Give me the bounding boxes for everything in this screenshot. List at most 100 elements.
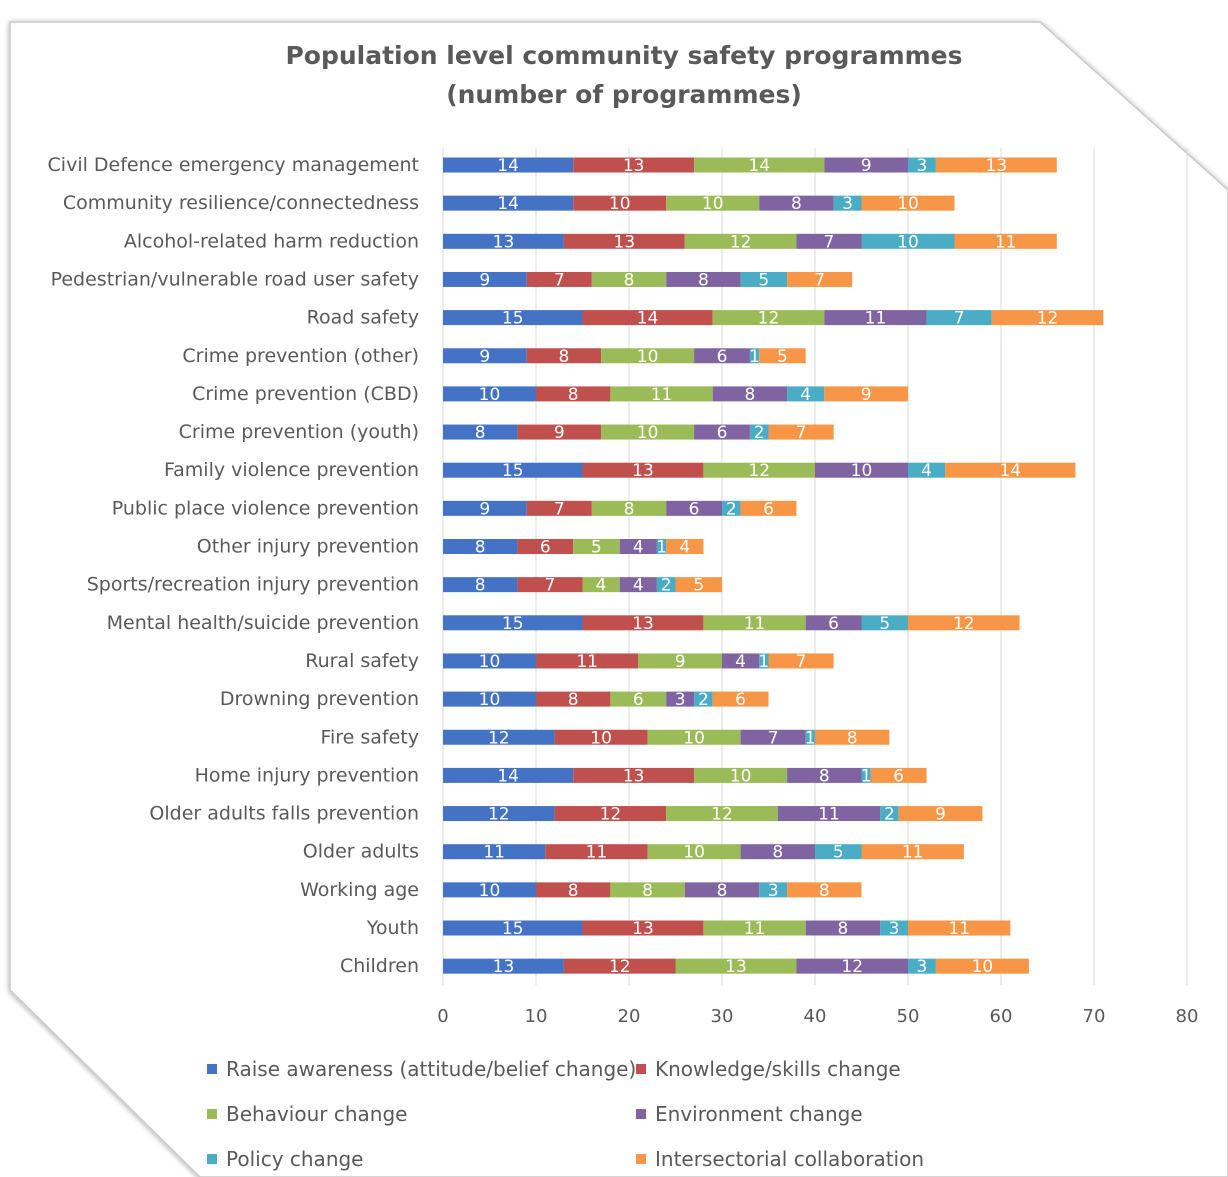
bar-segment (722, 500, 741, 516)
bar-value-label: 12 (748, 461, 770, 481)
category-label: Alcohol-related harm reduction (124, 230, 419, 252)
bar-value-label: 12 (758, 309, 780, 329)
bar-segment (684, 233, 797, 249)
bar-segment (740, 500, 797, 516)
bar-value-label: 11 (651, 385, 673, 405)
bar-segment (517, 539, 574, 554)
bar-segment (787, 882, 862, 898)
bar-value-label: 8 (791, 194, 802, 214)
bar-value-label: 11 (948, 919, 970, 939)
bar-value-label: 9 (675, 652, 686, 672)
bar-segment (712, 386, 788, 402)
bar-value-label: 6 (717, 347, 728, 367)
bar-segment (443, 539, 518, 554)
bar-value-label: 2 (661, 576, 672, 596)
bar-value-label: 3 (675, 690, 686, 710)
bar-segment (787, 386, 825, 402)
bar-value-label: 3 (768, 881, 779, 901)
bar-segment (675, 958, 797, 974)
bar-value-label: 8 (475, 576, 486, 596)
bar-segment (443, 424, 518, 440)
category-label: Pedestrian/vulnerable road user safety (51, 268, 419, 290)
bar-value-label: 6 (540, 538, 551, 558)
bar-segment (536, 653, 639, 669)
bar-value-label: 6 (689, 499, 700, 519)
legend-label: Behaviour change (226, 1102, 407, 1126)
category-label: Home injury prevention (195, 764, 419, 786)
bar-value-label: 6 (763, 499, 774, 519)
bar-value-label: 8 (819, 766, 830, 786)
category-labels: Civil Defence emergency management Commun… (48, 154, 419, 977)
bar-segment (554, 806, 667, 822)
bar-segment (796, 233, 862, 249)
bar-value-label: 10 (479, 385, 501, 405)
legend: Raise awareness (attitude/belief change)… (207, 1057, 924, 1171)
bar-segment (443, 729, 555, 745)
bar-segment (740, 844, 815, 860)
bar-segment (526, 271, 592, 287)
bar-value-label: 8 (819, 881, 830, 901)
bar-segment (573, 157, 695, 173)
bar-segment (805, 920, 881, 936)
bar-value-label: 11 (744, 919, 766, 939)
category-label: Civil Defence emergency management (48, 154, 419, 176)
bar-segment (536, 691, 611, 707)
bar-value-label: 3 (917, 957, 928, 977)
bar-segment (759, 882, 788, 898)
bar-value-label: 8 (717, 881, 728, 901)
bar-value-label: 11 (818, 805, 840, 825)
bar-value-label: 8 (568, 690, 579, 710)
x-tick-label: 20 (618, 1006, 641, 1027)
bar-segment (666, 691, 695, 707)
bar-segment (443, 233, 564, 249)
bar-segment (666, 500, 722, 516)
bar-value-label: 1 (861, 766, 872, 786)
bar-segment (787, 767, 862, 783)
bar-value-label: 4 (633, 576, 644, 596)
bar-segment (833, 195, 862, 211)
bar-segment (694, 424, 750, 440)
bar-segment (517, 424, 602, 440)
bar-value-label: 11 (586, 843, 608, 863)
bar-value-label: 10 (851, 461, 873, 481)
bar-segment (945, 462, 1076, 478)
bar-value-label: 10 (972, 957, 994, 977)
bar-value-label: 7 (545, 576, 556, 596)
bar-value-label: 14 (637, 309, 659, 329)
bar-segment (759, 195, 834, 211)
bar-segment (443, 577, 518, 593)
bar-segment (749, 348, 760, 364)
legend-swatch (207, 1154, 217, 1164)
bar-segment (824, 310, 927, 326)
legend-label: Knowledge/skills change (655, 1057, 901, 1081)
bar-segment (582, 462, 704, 478)
bar-segment (443, 462, 583, 478)
bar-value-label: 7 (768, 728, 779, 748)
bar-value-label: 8 (837, 919, 848, 939)
bar-segment (815, 729, 890, 745)
bar-segment (591, 271, 667, 287)
bar-segment (443, 157, 574, 173)
bar-value-label: 4 (633, 538, 644, 558)
bar-segment (861, 767, 871, 783)
x-tick-label: 70 (1083, 1006, 1106, 1027)
bar-value-label: 10 (702, 194, 724, 214)
bar-segment (768, 424, 834, 440)
bar-segment (880, 920, 908, 936)
bar-value-label: 6 (717, 423, 728, 443)
bar-value-label: 8 (698, 270, 709, 290)
bar-segment (908, 615, 1020, 631)
category-label: Mental health/suicide prevention (107, 612, 419, 634)
bar-segment (768, 653, 834, 669)
bar-segment (573, 767, 695, 783)
bar-value-label: 7 (954, 309, 965, 329)
bar-segment (870, 767, 927, 783)
bar-value-label: 12 (841, 957, 863, 977)
bar-value-label: 10 (637, 347, 659, 367)
bar-segment (991, 310, 1104, 326)
bar-segment (926, 310, 992, 326)
bar-value-label: 10 (683, 843, 705, 863)
bar-value-label: 13 (725, 957, 747, 977)
bar-value-label: 8 (642, 881, 653, 901)
bar-segment (749, 424, 769, 440)
